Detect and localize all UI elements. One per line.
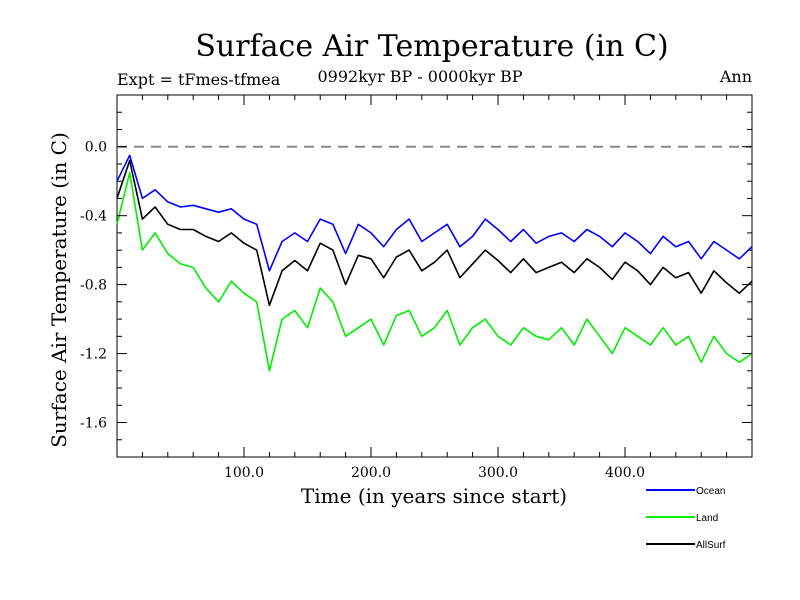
series-layer bbox=[116, 154, 753, 372]
series-line-allsurf bbox=[116, 159, 753, 307]
x-tick-label: 400.0 bbox=[605, 465, 645, 481]
legend-item-land: Land bbox=[646, 513, 718, 524]
y-tick-label: -1.6 bbox=[80, 416, 107, 432]
y-tick-label: -0.4 bbox=[80, 209, 107, 225]
y-tick-label: 0.0 bbox=[85, 140, 107, 156]
series-line-ocean bbox=[116, 154, 753, 272]
subtitle-center: 0992kyr BP - 0000kyr BP bbox=[318, 67, 523, 86]
plot-frame bbox=[116, 94, 753, 458]
y-axis-label: Surface Air Temperature (in C) bbox=[47, 132, 71, 448]
x-tick-label: 300.0 bbox=[478, 465, 518, 481]
legend-item-allsurf: AllSurf bbox=[646, 540, 726, 551]
x-tick-label: 200.0 bbox=[351, 465, 391, 481]
legend-label: Land bbox=[696, 513, 718, 524]
legend: Ocean Land AllSurf bbox=[646, 486, 726, 551]
x-axis-label: Time (in years since start) bbox=[301, 484, 567, 508]
legend-label: AllSurf bbox=[696, 540, 726, 551]
series-line-land bbox=[116, 171, 753, 372]
x-tick-label: 100.0 bbox=[224, 465, 264, 481]
tick-layer: 100.0 200.0 300.0 400.0 0.0 -0.4 -0.8 -1.2 -1.6 bbox=[80, 95, 752, 481]
plot-area bbox=[116, 94, 753, 458]
subtitle-left: Expt = tFmes-tfmea bbox=[117, 70, 281, 89]
subtitle-right: Ann bbox=[719, 67, 752, 86]
legend-item-ocean: Ocean bbox=[646, 486, 725, 497]
chart-title: Surface Air Temperature (in C) bbox=[195, 29, 668, 64]
legend-label: Ocean bbox=[696, 486, 725, 497]
y-tick-label: -1.2 bbox=[80, 347, 107, 363]
y-tick-label: -0.8 bbox=[80, 278, 107, 294]
